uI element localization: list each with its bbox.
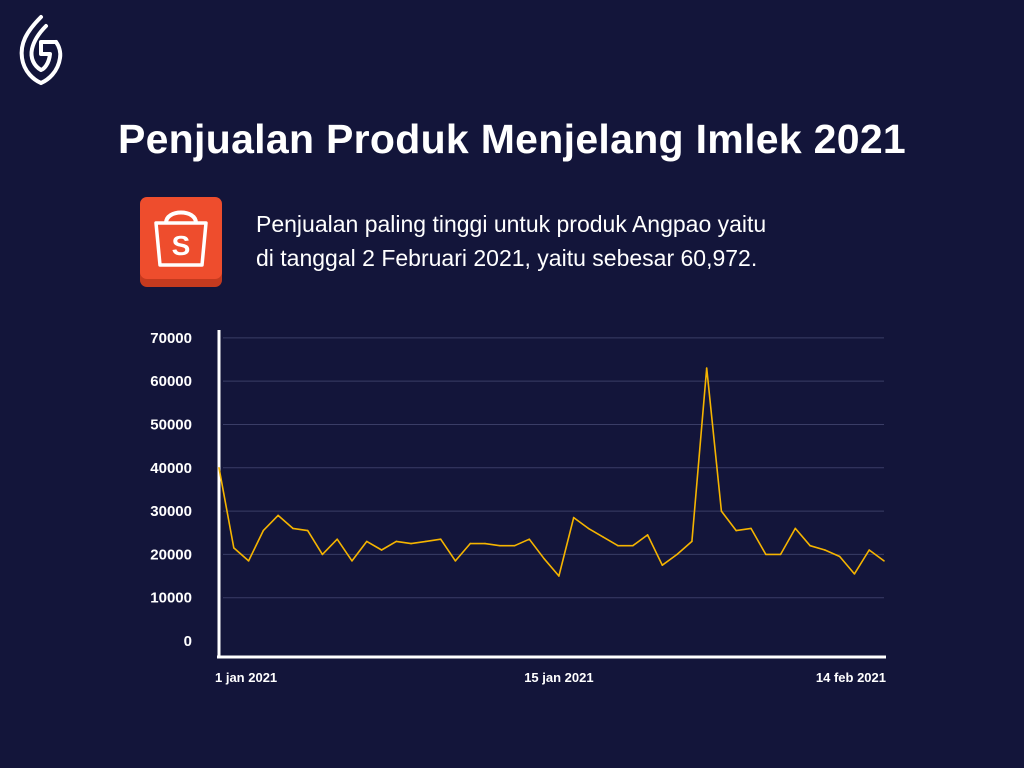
x-tick-label: 1 jan 2021 bbox=[215, 670, 277, 685]
page-title: Penjualan Produk Menjelang Imlek 2021 bbox=[117, 116, 907, 162]
data-point bbox=[351, 560, 353, 562]
data-point bbox=[646, 534, 649, 536]
data-point bbox=[395, 540, 398, 543]
x-tick-label: 15 jan 2021 bbox=[524, 670, 593, 685]
data-point bbox=[602, 536, 605, 538]
y-axis-ticks: 0 10000 20000 30000 40000 50000 60000 70000 bbox=[150, 330, 192, 650]
data-point bbox=[720, 510, 723, 512]
grid-lines bbox=[223, 337, 884, 599]
data-point bbox=[750, 527, 752, 530]
data-point bbox=[513, 544, 516, 547]
data-point bbox=[439, 538, 442, 541]
leaf-g-logo-icon bbox=[19, 15, 63, 86]
data-point bbox=[764, 553, 767, 556]
data-point bbox=[809, 544, 811, 547]
data-point bbox=[321, 553, 324, 556]
data-point bbox=[410, 542, 412, 545]
data-point bbox=[292, 527, 294, 530]
data-point bbox=[469, 542, 472, 545]
data-point bbox=[528, 538, 531, 541]
data-point bbox=[824, 549, 826, 551]
data-point bbox=[853, 573, 856, 575]
data-point bbox=[425, 540, 427, 543]
data-point bbox=[247, 560, 250, 562]
description: Penjualan paling tinggi untuk produk Ang… bbox=[256, 207, 956, 275]
y-tick-label: 60000 bbox=[150, 373, 192, 390]
y-tick-label: 0 bbox=[184, 633, 192, 650]
data-point bbox=[779, 553, 782, 556]
data-point bbox=[365, 540, 368, 543]
data-point bbox=[380, 549, 383, 551]
y-tick-label: 70000 bbox=[150, 330, 192, 347]
data-point bbox=[218, 466, 220, 469]
data-point bbox=[498, 544, 501, 547]
x-tick-label: 14 feb 2021 bbox=[816, 670, 886, 685]
data-point bbox=[232, 547, 235, 549]
series-line bbox=[218, 367, 885, 577]
y-tick-label: 20000 bbox=[150, 546, 192, 563]
data-point bbox=[454, 560, 457, 562]
data-point bbox=[631, 544, 634, 547]
description-line-2: di tanggal 2 Februari 2021, yaitu sebesa… bbox=[256, 245, 758, 271]
data-point bbox=[306, 529, 309, 532]
y-tick-label: 10000 bbox=[150, 590, 192, 607]
data-point bbox=[336, 538, 339, 541]
data-point bbox=[543, 557, 545, 560]
data-point bbox=[794, 527, 797, 530]
data-point bbox=[868, 549, 871, 551]
data-point bbox=[735, 529, 738, 532]
data-point bbox=[277, 514, 279, 517]
data-point bbox=[262, 529, 265, 532]
data-point bbox=[883, 560, 885, 562]
data-point bbox=[558, 575, 560, 577]
data-point bbox=[691, 540, 693, 543]
shopping-bag-icon: S bbox=[140, 197, 222, 287]
data-point bbox=[572, 516, 575, 519]
shop-icon-letter: S bbox=[172, 230, 191, 261]
x-axis-ticks: 1 jan 2021 15 jan 2021 14 feb 2021 bbox=[215, 670, 886, 685]
series-group bbox=[218, 367, 885, 577]
data-point bbox=[838, 555, 841, 558]
data-point bbox=[676, 553, 678, 556]
data-point bbox=[587, 527, 590, 530]
y-tick-label: 50000 bbox=[150, 416, 192, 433]
data-point bbox=[705, 367, 708, 369]
data-point bbox=[484, 542, 486, 545]
y-tick-label: 40000 bbox=[150, 460, 192, 477]
data-point bbox=[661, 564, 664, 567]
data-point bbox=[617, 544, 619, 547]
y-tick-label: 30000 bbox=[150, 503, 192, 520]
description-line-1: Penjualan paling tinggi untuk produk Ang… bbox=[256, 211, 767, 237]
